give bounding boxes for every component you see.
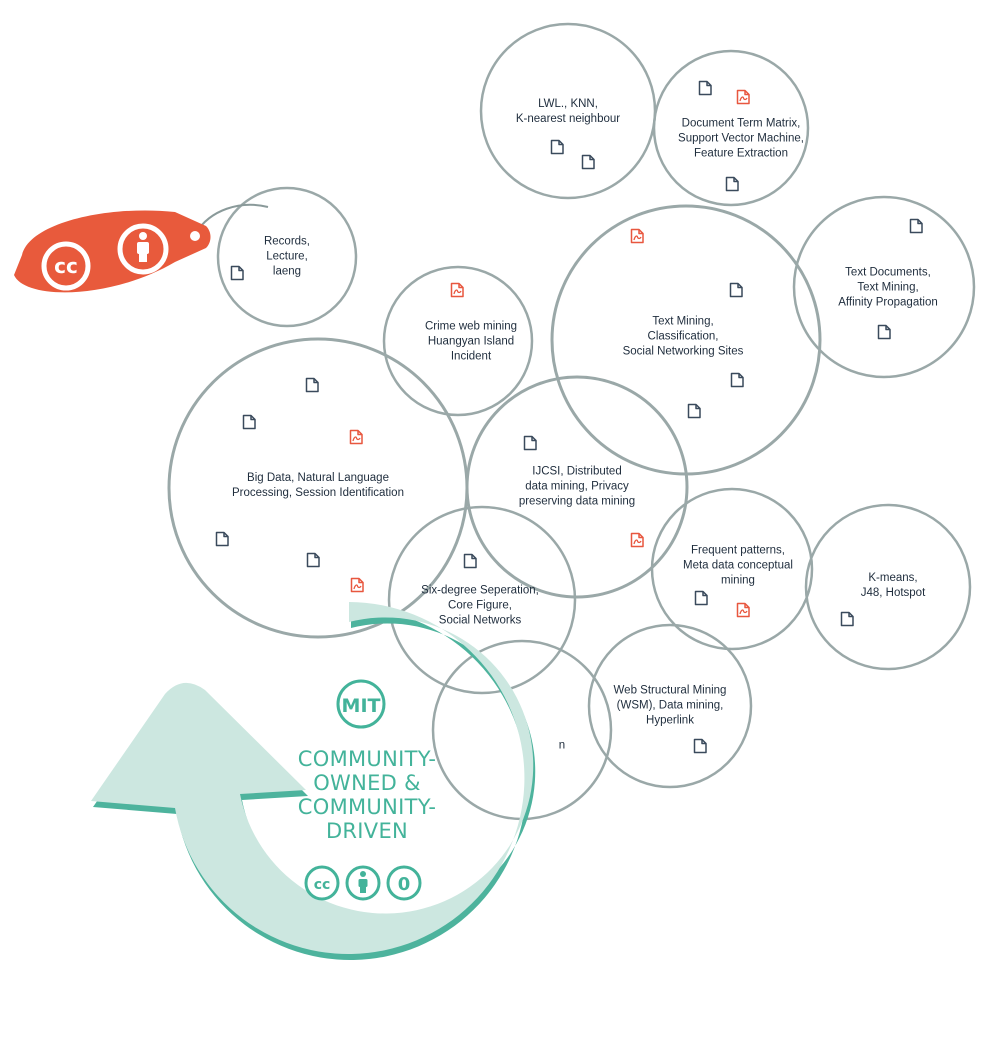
zero-license-icon: [386, 865, 422, 901]
pdf-document-icon[interactable]: [349, 429, 363, 445]
document-icon[interactable]: [523, 435, 537, 451]
cc-tag: cc: [14, 203, 269, 293]
cc-tag-shape: [14, 210, 211, 293]
document-icon[interactable]: [877, 324, 891, 340]
by-legs: [139, 252, 147, 262]
license-icons: cc 0: [304, 865, 422, 901]
topic-circle-wsm: [587, 623, 753, 789]
cc-tag-cc-icon: [41, 241, 91, 291]
pdf-document-icon[interactable]: [736, 602, 750, 618]
cc-license-icon: [304, 865, 340, 901]
mit-text: MIT: [342, 695, 381, 717]
document-icon[interactable]: [730, 372, 744, 388]
document-icon[interactable]: [693, 738, 707, 754]
central-line: COMMUNITY-: [297, 747, 437, 771]
central-line: OWNED &: [313, 771, 421, 795]
tag-hole: [190, 231, 200, 241]
document-icon[interactable]: [909, 218, 923, 234]
topic-circle-frequent: [650, 487, 814, 651]
topic-circle-svm: [652, 49, 810, 207]
document-icon[interactable]: [694, 590, 708, 606]
pdf-document-icon[interactable]: [630, 228, 644, 244]
document-icon[interactable]: [215, 531, 229, 547]
document-icon[interactable]: [305, 377, 319, 393]
by-license-icon: [345, 865, 381, 901]
document-icon[interactable]: [242, 414, 256, 430]
arrow-shape: [91, 602, 534, 954]
pdf-document-icon[interactable]: [450, 282, 464, 298]
topic-circle-knn: [479, 22, 657, 200]
by-head: [139, 232, 147, 240]
document-icon[interactable]: [687, 403, 701, 419]
central-text: COMMUNITY- OWNED & COMMUNITY- DRIVEN: [298, 747, 436, 843]
pdf-document-icon[interactable]: [630, 532, 644, 548]
document-icon[interactable]: [729, 282, 743, 298]
topic-circle-textmining: [550, 204, 822, 476]
document-icon[interactable]: [550, 139, 564, 155]
zero-license-text: 0: [398, 874, 411, 895]
topic-circle-sixdegree: [387, 505, 577, 695]
topic-circle-textdocs: [792, 195, 976, 379]
document-icon[interactable]: [725, 176, 739, 192]
central-line: COMMUNITY-: [297, 795, 437, 819]
topic-circle-crime: [382, 265, 534, 417]
document-icon[interactable]: [306, 552, 320, 568]
document-icon[interactable]: [840, 611, 854, 627]
pdf-document-icon[interactable]: [350, 577, 364, 593]
icons-layer: [215, 80, 923, 754]
topic-circle-ijcsi: [465, 375, 689, 599]
topic-circle-records: [216, 186, 358, 328]
circular-arrow: [91, 602, 536, 960]
document-icon[interactable]: [698, 80, 712, 96]
pdf-document-icon[interactable]: [736, 89, 750, 105]
central-line: DRIVEN: [325, 819, 409, 843]
circles-layer: [167, 22, 976, 821]
document-icon[interactable]: [230, 265, 244, 281]
mit-badge: MIT: [336, 679, 386, 729]
cc-tag-by-icon: [117, 223, 169, 275]
document-icon[interactable]: [581, 154, 595, 170]
cc-tag-cc-text: cc: [54, 254, 78, 278]
document-icon[interactable]: [463, 553, 477, 569]
by-body: [137, 242, 149, 254]
topic-circle-kmeans: [804, 503, 972, 671]
cc-license-text: cc: [314, 877, 331, 893]
